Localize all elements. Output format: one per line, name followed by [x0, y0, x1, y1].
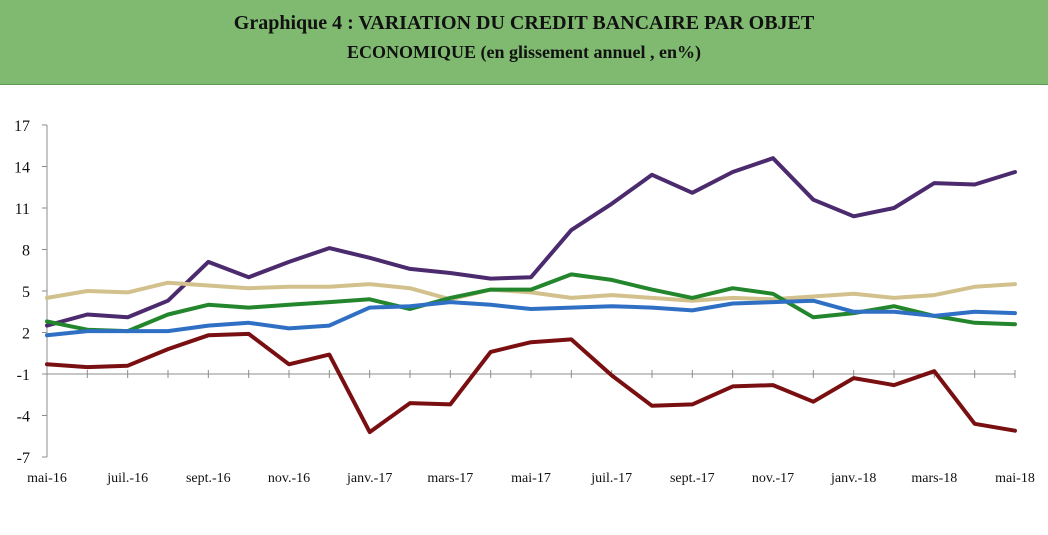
x-tick-label: mars-18	[911, 471, 957, 486]
x-tick-label: mai-16	[27, 471, 67, 486]
series-line-5	[45, 331, 1017, 435]
chart-title-line2: ECONOMIQUE (en glissement annuel , en%)	[346, 42, 701, 62]
y-tick-label: 2	[22, 326, 30, 343]
y-tick-label: 17	[14, 118, 30, 135]
series-line-1	[45, 156, 1017, 328]
y-axis-ticks: 17 14 11 8 5 2 -1 -4 -7	[14, 118, 47, 467]
series-line-2	[45, 280, 1017, 303]
x-tick-label: janv.-18	[830, 471, 876, 486]
x-tick-label: mai-18	[995, 471, 1035, 486]
title-banner: Graphique 4 : VARIATION DU CREDIT BANCAI…	[0, 0, 1048, 85]
series-lines	[45, 156, 1017, 435]
y-tick-label: 14	[14, 160, 30, 177]
y-tick-label: -4	[17, 409, 30, 426]
x-tick-label: nov.-16	[268, 471, 310, 486]
y-tick-label: -7	[17, 450, 30, 467]
y-tick-label: 11	[15, 201, 30, 218]
x-tick-label: sept.-17	[670, 471, 715, 486]
x-tick-label: juil.-16	[106, 471, 148, 486]
y-tick-label: 8	[22, 243, 30, 260]
x-tick-label: mars-17	[427, 471, 473, 486]
x-axis-ticks: mai-16 juil.-16 sept.-16 nov.-16 janv.-17 mar…	[27, 370, 1035, 486]
x-tick-label: sept.-16	[186, 471, 231, 486]
y-tick-label: 5	[22, 284, 30, 301]
chart-title-line1: Graphique 4 : VARIATION DU CREDIT BANCAI…	[233, 12, 815, 34]
x-tick-label: juil.-17	[590, 471, 632, 486]
x-tick-label: mai-17	[511, 471, 551, 486]
y-tick-label: -1	[17, 367, 30, 384]
x-tick-label: janv.-17	[346, 471, 392, 486]
x-tick-label: nov.-17	[752, 471, 794, 486]
series-line-4	[45, 298, 1017, 338]
